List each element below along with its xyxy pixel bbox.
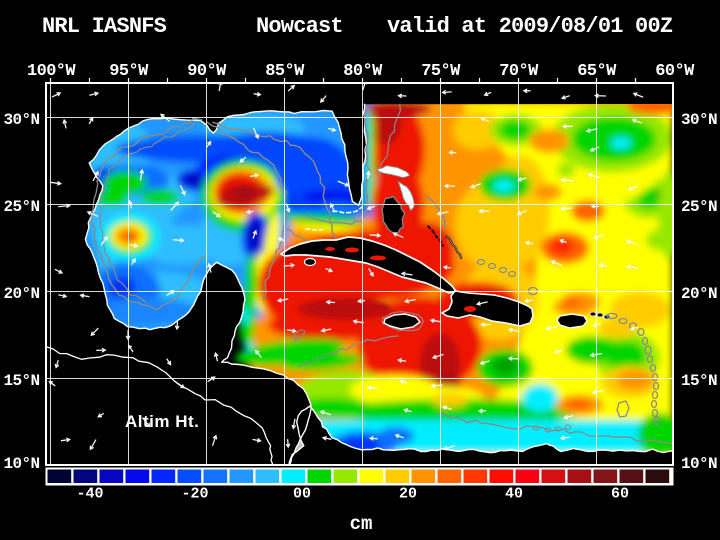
svg-text:20°N: 20°N — [3, 285, 39, 303]
svg-text:15°N: 15°N — [3, 372, 39, 390]
svg-text:65°W: 65°W — [577, 62, 617, 81]
svg-text:30°N: 30°N — [681, 111, 717, 129]
svg-text:00: 00 — [293, 486, 311, 503]
svg-text:20°N: 20°N — [681, 285, 717, 303]
svg-text:40: 40 — [505, 486, 523, 503]
svg-text:30°N: 30°N — [3, 111, 39, 129]
svg-text:90°W: 90°W — [187, 62, 227, 81]
svg-text:10°N: 10°N — [681, 455, 717, 473]
svg-text:60: 60 — [611, 486, 629, 503]
svg-text:25°N: 25°N — [3, 198, 39, 216]
svg-text:85°W: 85°W — [265, 62, 305, 81]
svg-text:15°N: 15°N — [681, 372, 717, 390]
svg-text:25°N: 25°N — [681, 198, 717, 216]
svg-text:-40: -40 — [76, 486, 103, 503]
svg-text:NRL IASNFS: NRL IASNFS — [42, 14, 167, 39]
svg-text:100°W: 100°W — [27, 62, 76, 81]
svg-text:75°W: 75°W — [421, 62, 461, 81]
svg-text:10°N: 10°N — [3, 455, 39, 473]
svg-text:70°W: 70°W — [499, 62, 539, 81]
svg-text:95°W: 95°W — [109, 62, 149, 81]
svg-text:Nowcast: Nowcast — [256, 14, 343, 39]
svg-text:20: 20 — [399, 486, 417, 503]
svg-text:60°W: 60°W — [655, 62, 695, 81]
svg-text:80°W: 80°W — [343, 62, 383, 81]
svg-text:Altim Ht.: Altim Ht. — [125, 412, 199, 431]
svg-text:-20: -20 — [181, 486, 208, 503]
svg-text:valid at 2009/08/01 00Z: valid at 2009/08/01 00Z — [387, 14, 673, 39]
svg-text:cm: cm — [350, 513, 373, 535]
